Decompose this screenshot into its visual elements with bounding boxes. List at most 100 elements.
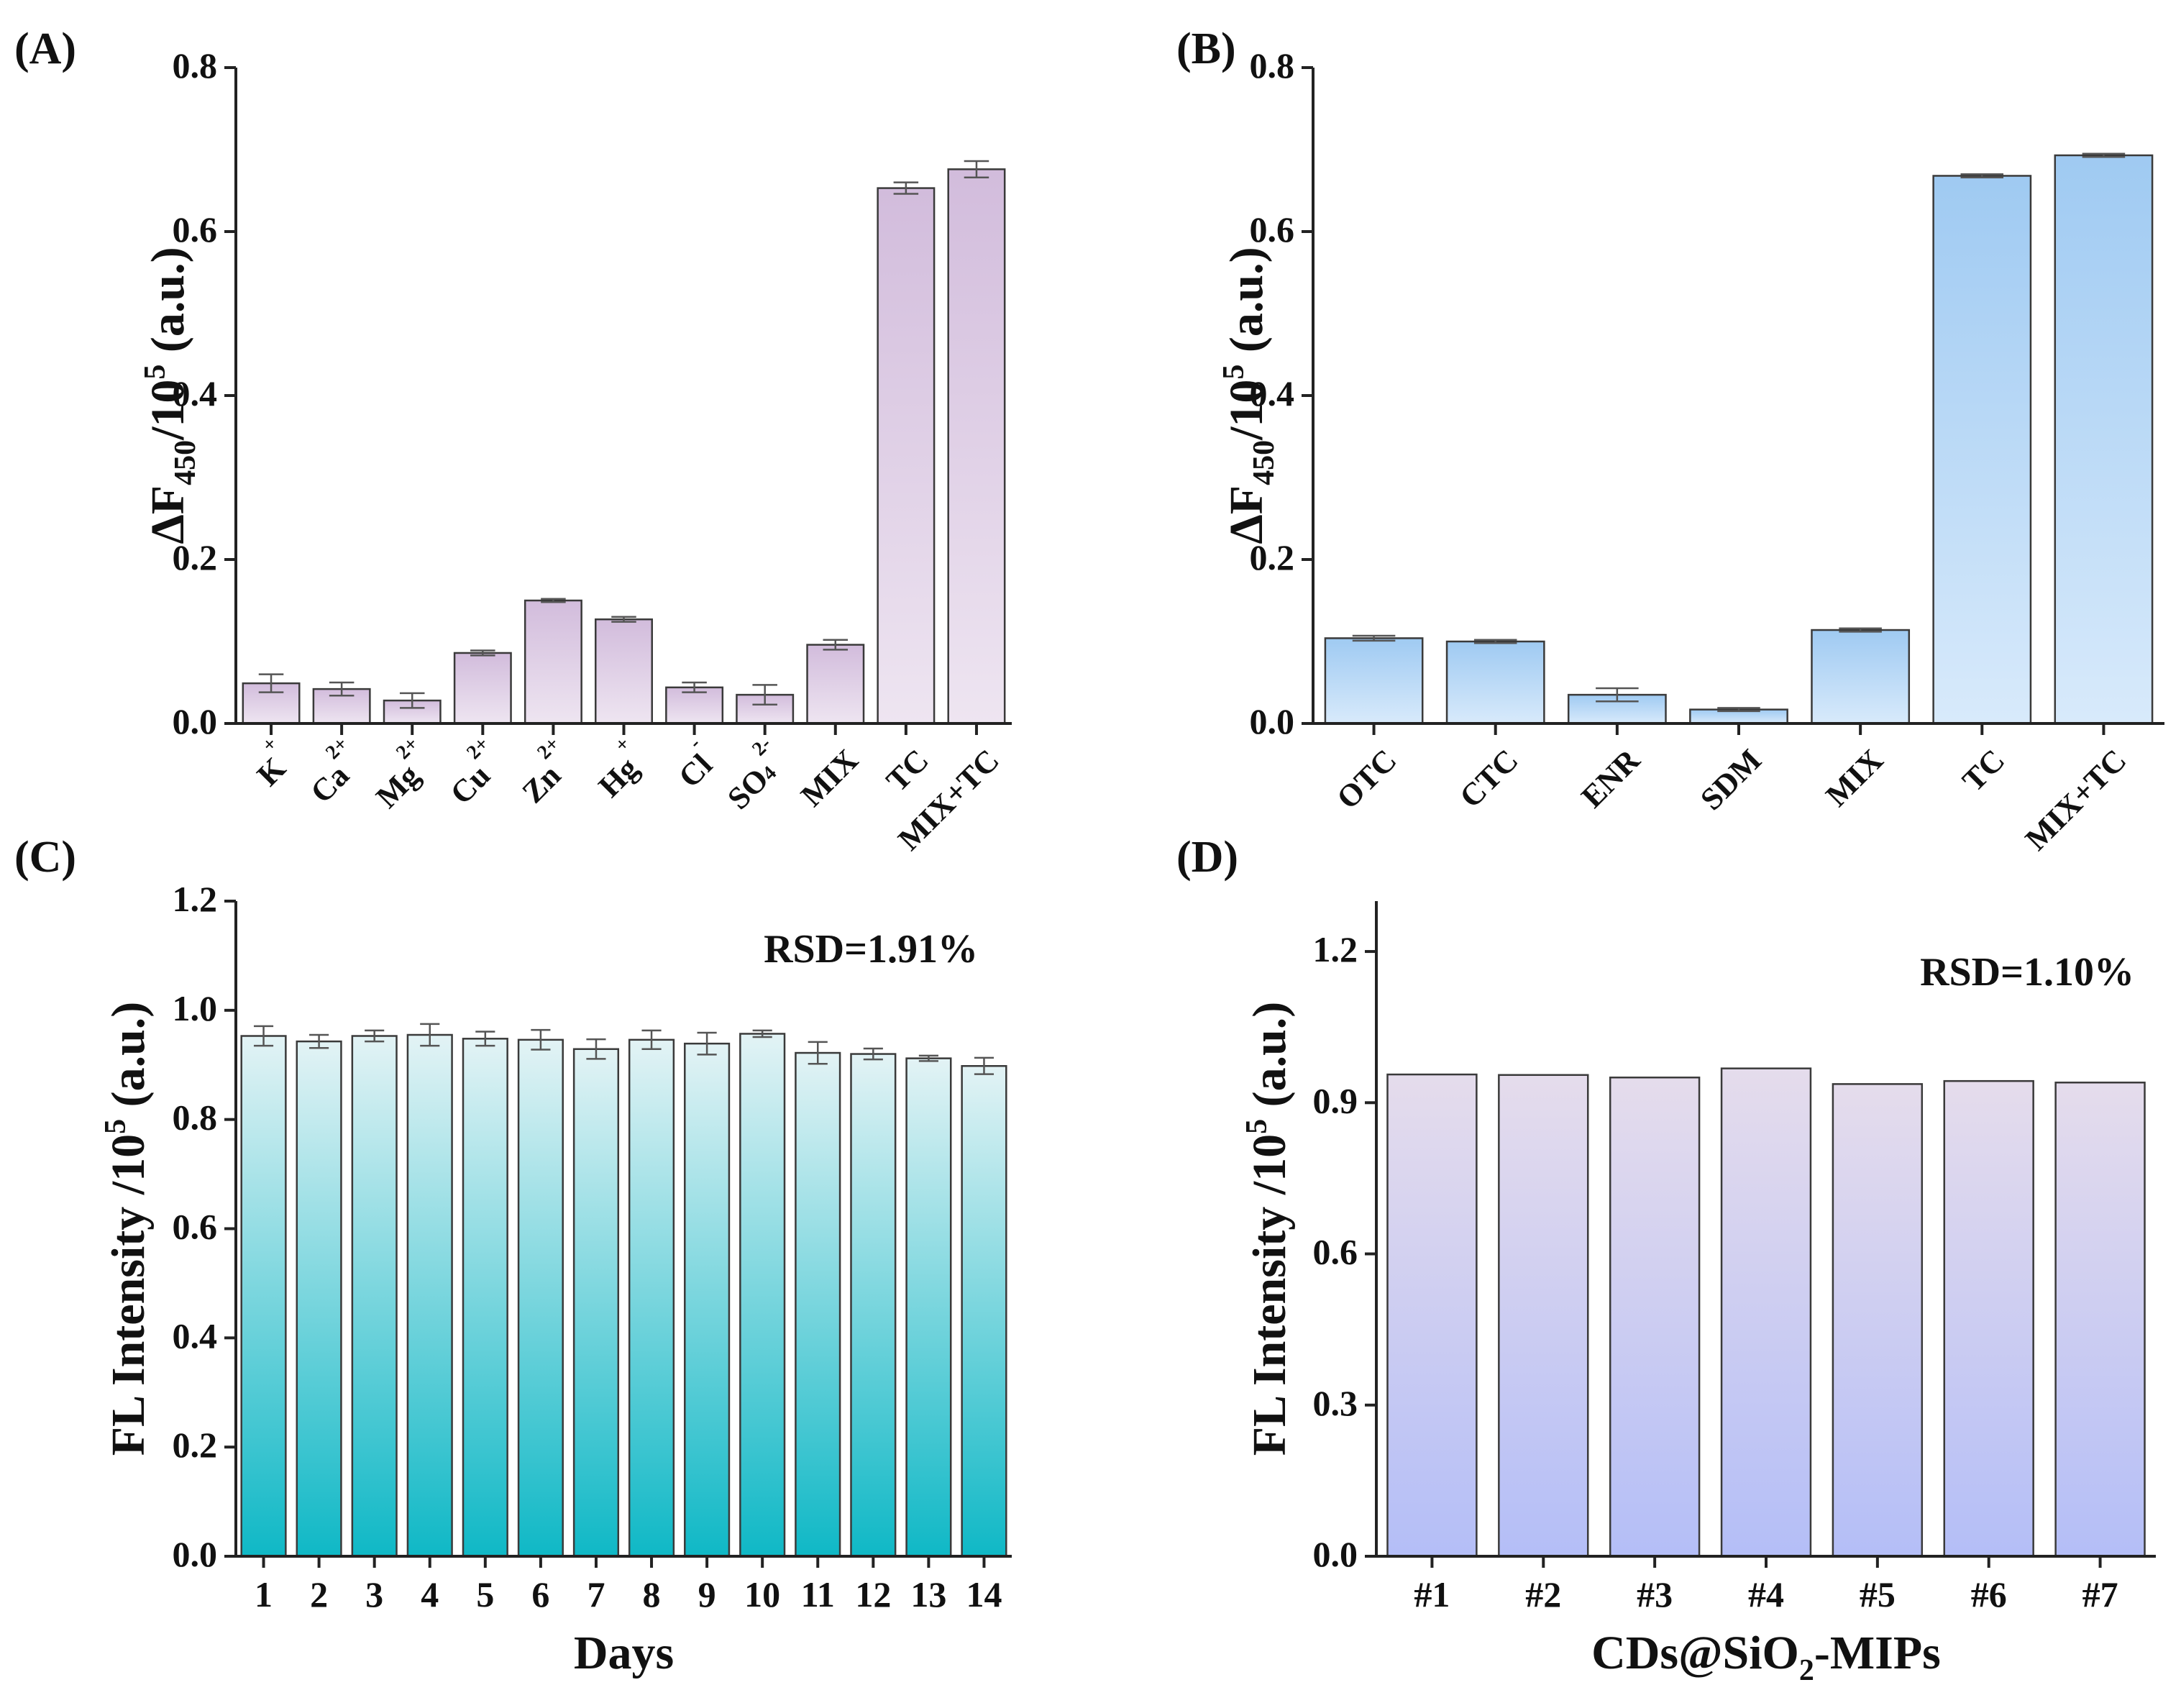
x-tick-label-text: 8 xyxy=(643,1574,661,1615)
error-bar xyxy=(682,681,707,693)
error-bar xyxy=(918,1054,938,1062)
chart-panel-1: (A)0.00.20.40.60.8K+Ca2+Mg2+Cu2+Zn2+Hg+C… xyxy=(14,24,1012,857)
x-tick-label-text: #7 xyxy=(2082,1574,2118,1615)
error-bar xyxy=(1352,634,1396,642)
x-tick-label-text: 7 xyxy=(587,1574,605,1615)
bar xyxy=(1811,629,1911,725)
x-tick-label-text: 11 xyxy=(801,1574,835,1615)
bar xyxy=(684,1042,731,1558)
x-tick-label: 1 xyxy=(255,1574,273,1615)
x-tick-label-sup: 2+ xyxy=(533,733,564,764)
x-tick-label-text: TC xyxy=(879,742,936,798)
x-axis-label-tail: -MIPs xyxy=(1814,1627,1941,1679)
bar xyxy=(523,599,582,725)
x-tick-label: 10 xyxy=(744,1574,780,1615)
bar xyxy=(1943,1079,2034,1558)
bar xyxy=(351,1035,398,1558)
y-axis-label-main: FL Intensity /10 xyxy=(102,1134,155,1456)
x-tick-label-text: Cl xyxy=(672,747,719,795)
bar xyxy=(240,1035,287,1558)
x-tick-label-text: #5 xyxy=(1860,1574,1896,1615)
x-tick-label-text: #3 xyxy=(1637,1574,1673,1615)
x-axis-label-sub: 2 xyxy=(1799,1654,1814,1687)
error-bar xyxy=(2082,152,2126,158)
bar xyxy=(1498,1074,1589,1558)
y-tick-label: 0.0 xyxy=(1313,1534,1358,1574)
x-tick-label: MIX xyxy=(1819,742,1890,813)
panel-label: (C) xyxy=(14,833,76,882)
y-tick-label: 0.4 xyxy=(173,1315,218,1356)
x-tick-label-text: MIX xyxy=(1819,742,1890,813)
x-tick-label-text: 12 xyxy=(855,1574,891,1615)
chart-panel-2: (B) 0.0 0.2 0.4 0.6 0.8 OTC CTC ENR SDM MIX TC MIX+T… xyxy=(1176,24,2164,857)
x-tick-label: 4 xyxy=(421,1574,439,1615)
x-tick-label-text: #1 xyxy=(1414,1574,1450,1615)
y-tick-label: 0.6 xyxy=(1313,1232,1358,1272)
error-bar xyxy=(1839,627,1882,633)
x-tick-label-text: Cu xyxy=(444,758,497,811)
bar xyxy=(453,652,512,725)
x-tick-label-sup: 2+ xyxy=(321,733,352,764)
y-axis-label: FL Intensity /105 (a.u.) xyxy=(1240,1002,1296,1456)
x-tick-label-text: MIX xyxy=(794,742,865,813)
y-tick-label: 0.0 xyxy=(173,701,218,741)
x-tick-label-sup: 2+ xyxy=(392,733,423,764)
bar xyxy=(1609,1077,1701,1558)
x-tick-label-text: OTC xyxy=(1330,742,1404,816)
x-tick-label-text: 5 xyxy=(476,1574,494,1615)
error-bar xyxy=(823,639,849,651)
bar xyxy=(905,1057,952,1558)
bar xyxy=(2054,154,2154,725)
error-bar xyxy=(893,181,919,195)
panel-label: (D) xyxy=(1176,833,1238,882)
error-bar xyxy=(586,1038,606,1060)
error-bar xyxy=(808,1041,828,1065)
x-tick-label: 7 xyxy=(587,1574,605,1615)
x-tick-label: K+ xyxy=(241,733,301,793)
y-tick-label: 0.9 xyxy=(1313,1080,1358,1120)
y-axis-label-tail: (a.u.) xyxy=(1220,247,1273,364)
y-axis-label-main: ΔF xyxy=(142,485,194,544)
bar xyxy=(517,1038,564,1558)
error-bar xyxy=(1596,687,1639,703)
x-tick-label-text: Hg xyxy=(592,751,645,804)
error-bar xyxy=(752,1029,772,1038)
y-axis-label-tail: (a.u.) xyxy=(102,1002,155,1119)
x-axis-label-main: CDs@SiO xyxy=(1591,1627,1799,1679)
bar xyxy=(1932,175,2032,725)
y-axis-label-tail: (a.u.) xyxy=(142,247,194,364)
x-axis-label: CDs@SiO2-MIPs xyxy=(1591,1627,1941,1687)
x-tick-label-text: #2 xyxy=(1525,1574,1561,1615)
error-bar xyxy=(420,1023,440,1047)
x-tick-label-sup: + xyxy=(258,733,282,757)
y-tick-label: 0.2 xyxy=(1250,537,1295,577)
y-axis-label: FL Intensity /105 (a.u.) xyxy=(99,1002,155,1456)
y-axis-label-rest: /10 xyxy=(1220,380,1273,441)
x-tick-label-text: K xyxy=(250,751,293,793)
x-tick-label: OTC xyxy=(1330,742,1404,816)
x-tick-label: #7 xyxy=(2082,1574,2118,1615)
error-bar xyxy=(1473,639,1517,644)
y-tick-label: 0.3 xyxy=(1313,1383,1358,1423)
x-tick-label-text: TC xyxy=(1956,742,2012,798)
chart-panel-4: (D) 0.0 0.3 0.6 0.9 1.2 #1 #2 #3 #4 #5 #6 #7 FL Inten… xyxy=(1176,833,2156,1687)
x-tick-label: 5 xyxy=(476,1574,494,1615)
x-tick-label-text: ENR xyxy=(1575,742,1647,815)
x-tick-label-text: 1 xyxy=(255,1574,273,1615)
x-tick-label-text: Zn xyxy=(516,758,568,810)
x-tick-label: #3 xyxy=(1637,1574,1673,1615)
error-bar xyxy=(964,160,989,179)
error-bar xyxy=(309,1033,329,1049)
error-bar xyxy=(641,1029,662,1050)
bar xyxy=(1445,640,1545,725)
x-tick-label: CTC xyxy=(1453,742,1525,814)
x-tick-label-sup: + xyxy=(611,733,634,757)
panel-label: (A) xyxy=(14,24,76,73)
x-tick-label: #2 xyxy=(1525,1574,1561,1615)
x-tick-label: MIX+TC xyxy=(2018,742,2134,857)
x-tick-label-text: SDM xyxy=(1693,742,1768,817)
x-tick-label-text: 4 xyxy=(421,1574,439,1615)
panel-label: (B) xyxy=(1176,24,1236,73)
bar xyxy=(1386,1073,1478,1558)
bar xyxy=(795,1051,841,1558)
